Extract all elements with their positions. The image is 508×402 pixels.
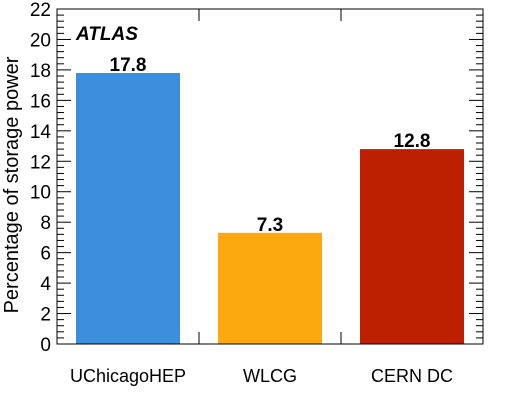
value-label: 12.8 <box>394 131 431 152</box>
y-tick-label: 18 <box>30 61 51 82</box>
bar-uchicagohep <box>76 73 180 344</box>
x-ticks-group: UChicagoHEP WLCG CERN DC <box>70 366 453 386</box>
y-tick-label: 22 <box>30 0 51 21</box>
y-tick-label: 12 <box>30 152 51 173</box>
value-label: 17.8 <box>110 55 147 76</box>
value-label: 7.3 <box>257 215 283 236</box>
y-tick-label: 14 <box>30 122 52 143</box>
x-tick-label: CERN DC <box>371 366 453 386</box>
bars-group <box>76 73 464 344</box>
y-tick-label: 16 <box>30 91 51 112</box>
y-tick-label: 4 <box>40 274 51 295</box>
experiment-label: ATLAS <box>75 24 138 45</box>
y-ticks-group: 0 2 4 6 8 10 12 14 16 18 20 22 <box>30 0 483 356</box>
plot-frame <box>56 8 484 345</box>
bar-cern-dc <box>360 149 464 344</box>
y-tick-label: 10 <box>30 183 51 204</box>
y-axis-title: Percentage of storage power <box>1 56 23 313</box>
y-tick-label: 20 <box>30 31 51 52</box>
value-labels-group: 17.8 7.3 12.8 <box>110 55 431 236</box>
bar-wlcg <box>218 232 322 344</box>
y-tick-label: 6 <box>40 244 51 265</box>
y-tick-label: 8 <box>40 213 51 234</box>
axes-group <box>56 8 484 345</box>
x-tick-label: UChicagoHEP <box>70 366 186 386</box>
y-tick-label: 2 <box>40 305 51 326</box>
x-tick-label: WLCG <box>243 366 297 386</box>
y-tick-label: 0 <box>40 335 51 356</box>
